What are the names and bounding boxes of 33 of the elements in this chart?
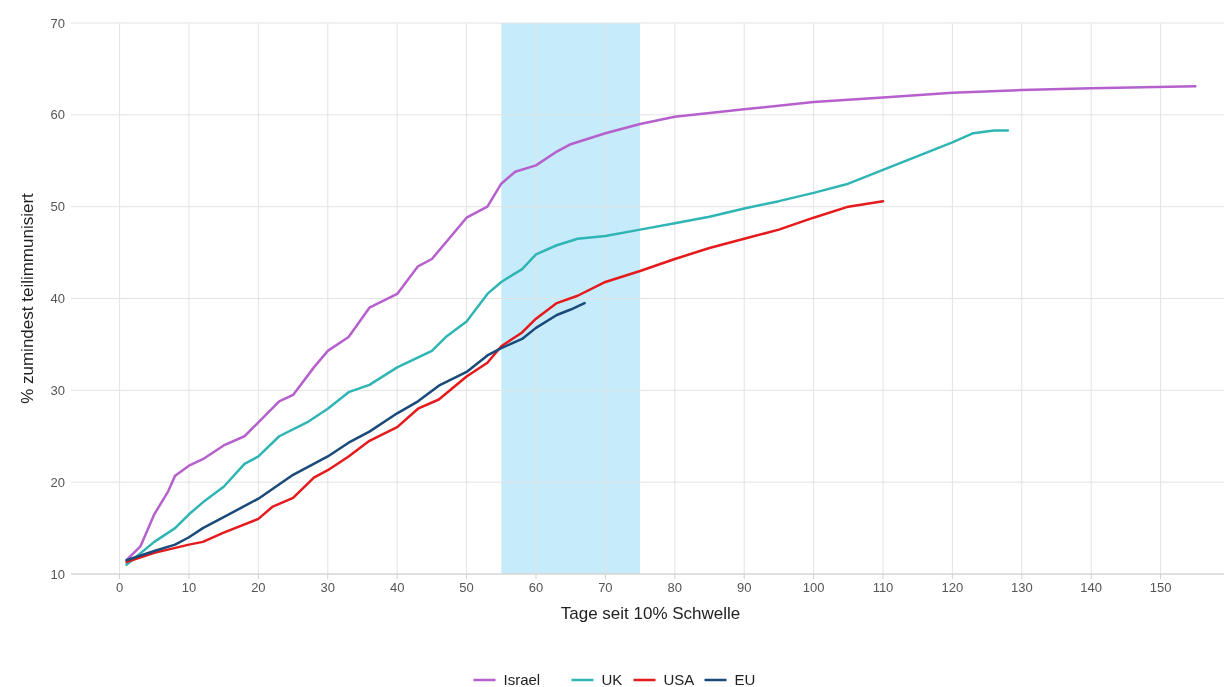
x-tick-label: 90 [736, 580, 752, 595]
x-tick-label: 20 [251, 580, 266, 595]
legend-label: Israel [503, 671, 541, 687]
x-tick-label: 110 [872, 580, 894, 595]
line-series [125, 301, 586, 562]
line-series [125, 199, 885, 564]
y-tick-label: 50 [50, 199, 65, 215]
x-tick-label: 0 [115, 580, 124, 595]
y-tick-label: 20 [50, 474, 65, 490]
y-tick-label: 10 [50, 566, 65, 582]
x-tick-label: 60 [528, 580, 544, 595]
line-series [125, 85, 1197, 562]
x-tick-label: 30 [320, 580, 336, 595]
x-tick-label: 150 [1149, 580, 1172, 595]
x-tick-label: 140 [1080, 580, 1103, 595]
line-series [125, 129, 1010, 567]
y-tick-label: 70 [50, 15, 65, 31]
y-tick-label: 60 [50, 107, 65, 123]
y-tick-label: 30 [50, 382, 65, 398]
legend-label: UK [601, 671, 623, 687]
x-tick-label: 130 [1010, 580, 1033, 595]
x-axis-title: Tage seit 10% Schwelle [560, 604, 741, 623]
y-axis-title: % zumindest teilimmunisiert [18, 192, 37, 404]
x-tick-label: 70 [598, 580, 613, 595]
legend-label: USA [663, 671, 695, 687]
x-tick-label: 50 [459, 580, 474, 595]
x-tick-label: 10 [181, 580, 197, 595]
x-tick-label: 80 [667, 580, 683, 595]
legend-label: EU [734, 671, 756, 687]
x-tick-label: 120 [941, 580, 964, 595]
y-tick-label: 40 [50, 291, 65, 306]
x-tick-label: 40 [389, 580, 405, 595]
x-tick-label: 100 [802, 580, 825, 595]
